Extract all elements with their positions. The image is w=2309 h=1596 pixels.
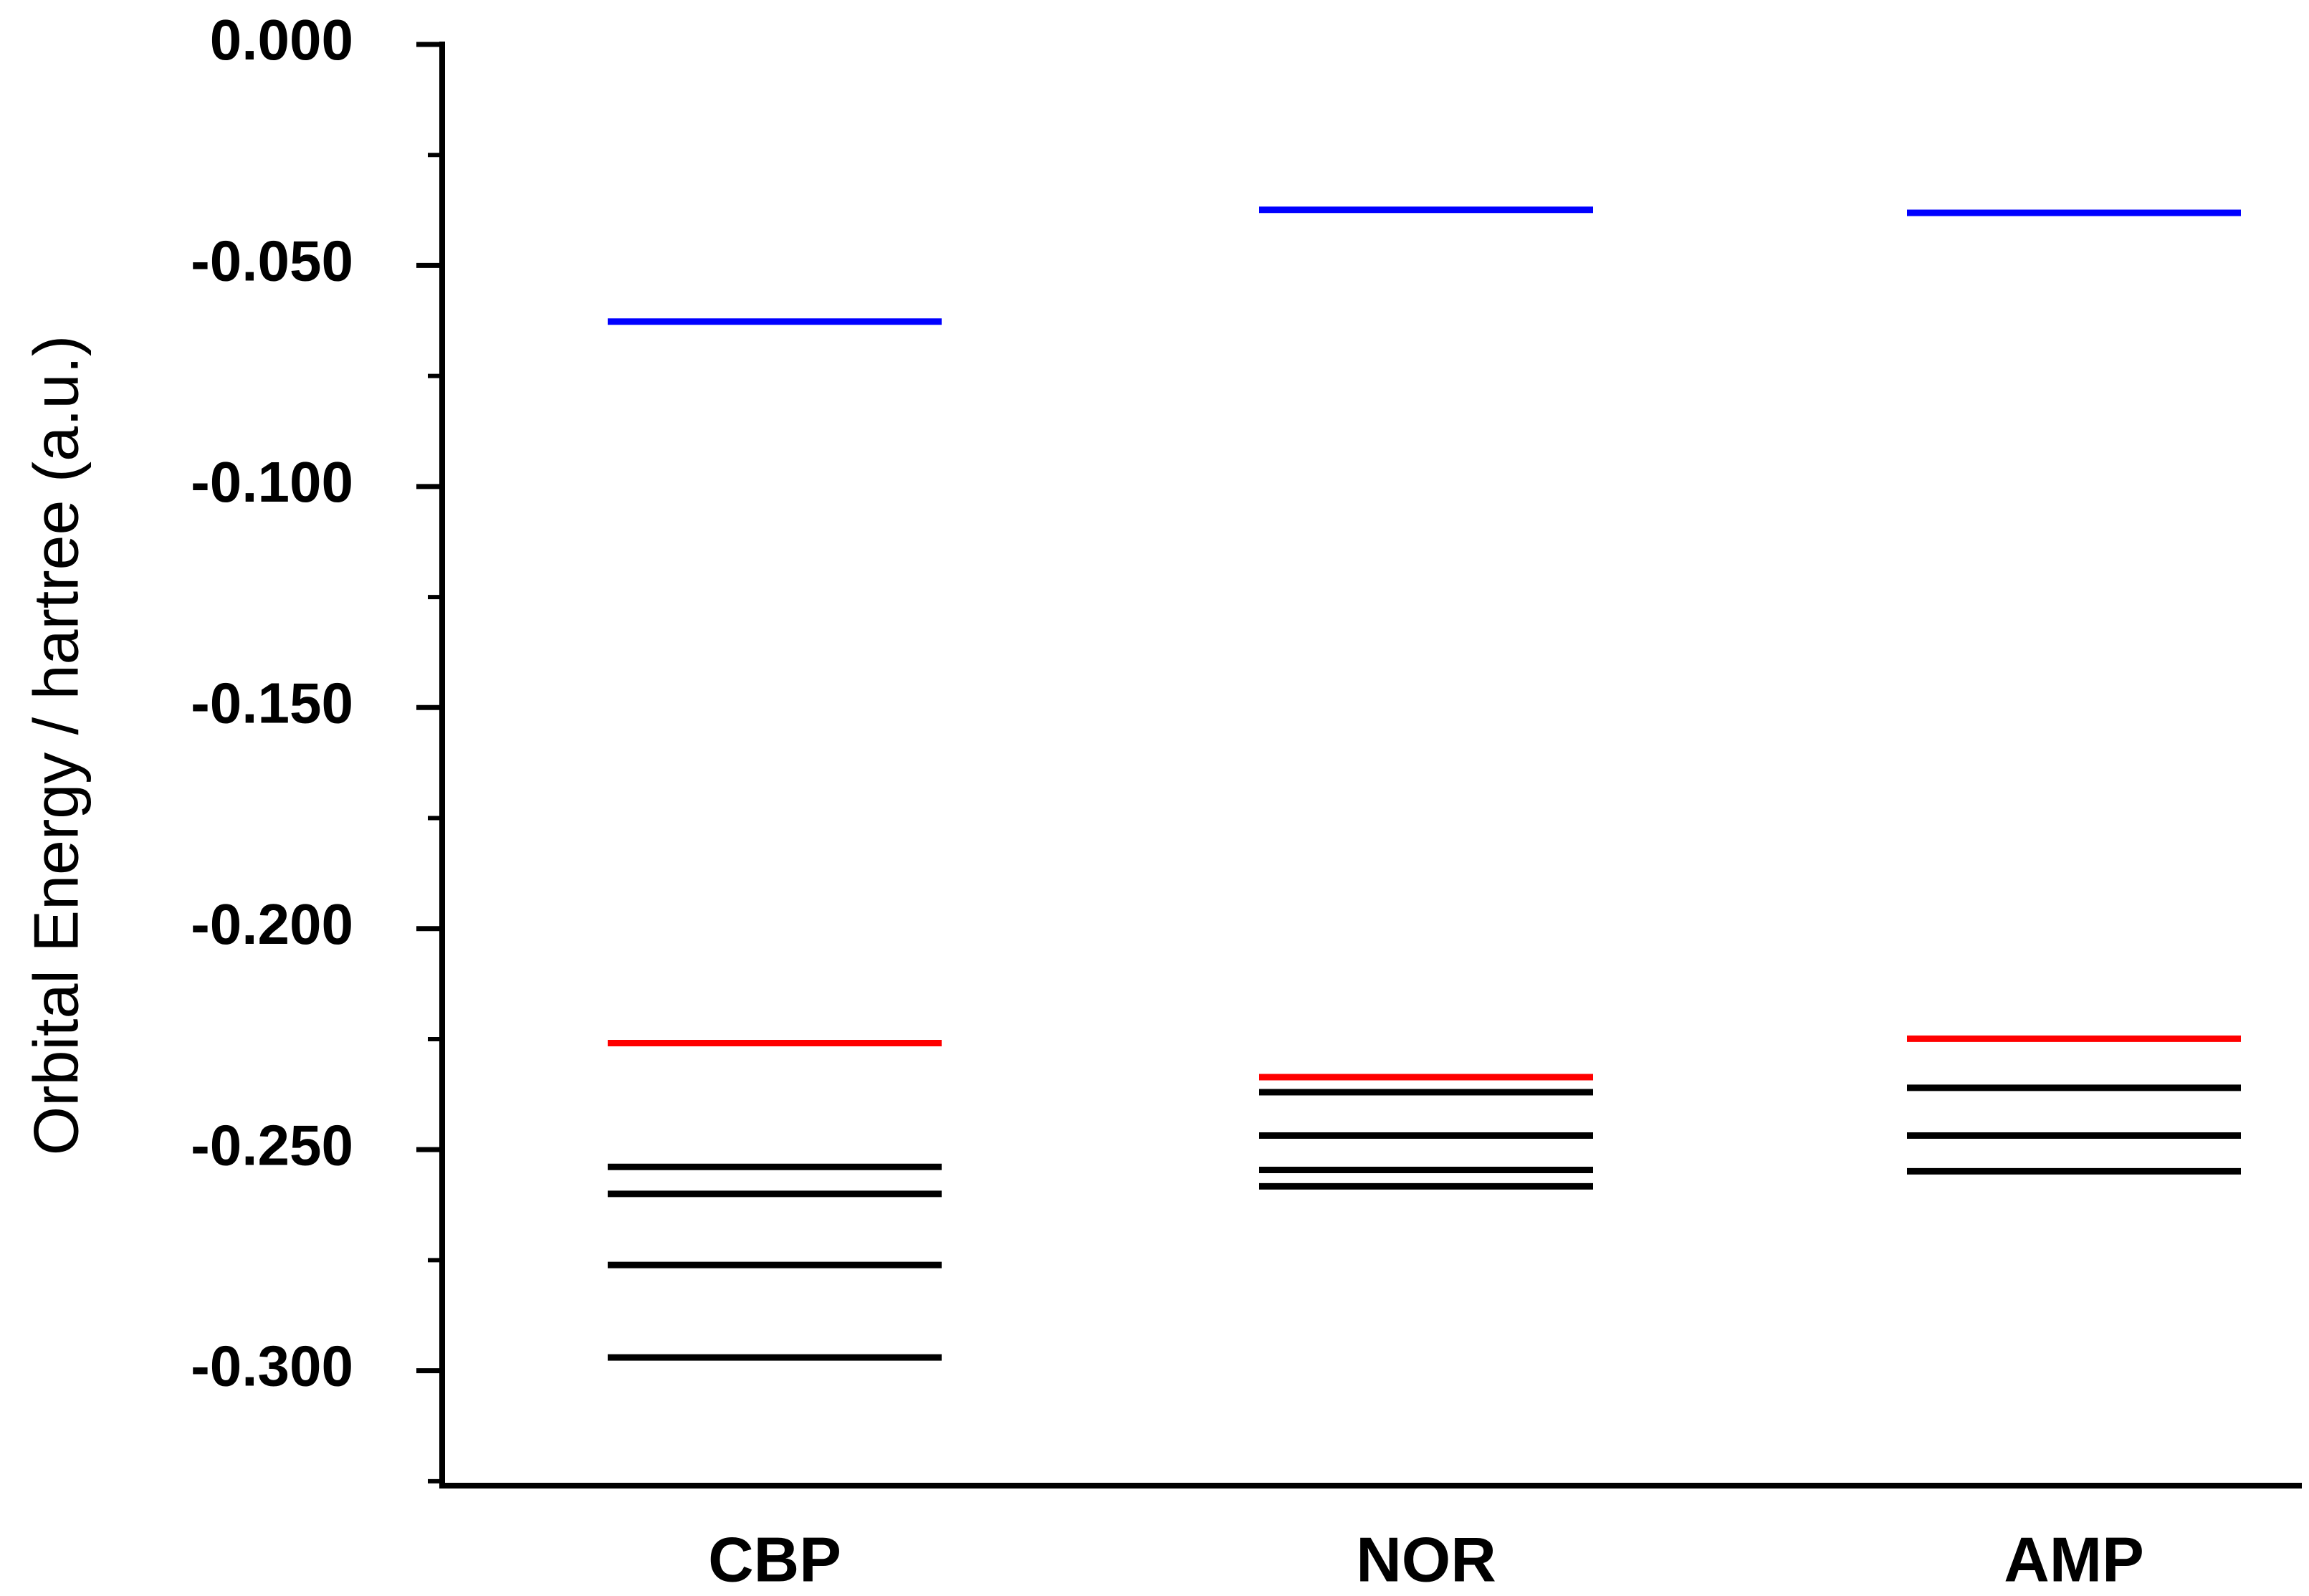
y-tick-label: -0.300 (191, 1334, 353, 1398)
y-tick-label: 0.000 (210, 8, 353, 72)
category-label: AMP (2004, 1524, 2144, 1595)
y-axis-title: Orbital Energy / hartree (a.u.) (20, 335, 91, 1155)
y-tick-label: -0.150 (191, 671, 353, 735)
y-tick-label: -0.050 (191, 229, 353, 293)
category-label: CBP (708, 1524, 841, 1595)
y-tick-label: -0.250 (191, 1113, 353, 1177)
category-label: NOR (1356, 1524, 1496, 1595)
y-tick-label: -0.200 (191, 892, 353, 956)
y-tick-label: -0.100 (191, 450, 353, 514)
